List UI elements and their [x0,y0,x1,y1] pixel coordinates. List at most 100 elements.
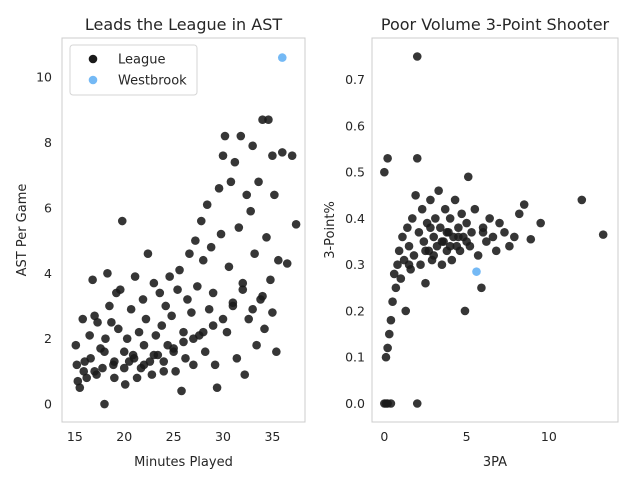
data-point [491,246,501,256]
plot-frame [371,37,619,423]
data-point [100,399,109,409]
data-point [175,265,184,275]
data-point [208,288,218,298]
x-tick-label: 0 [380,429,388,444]
y-tick-label: 0.0 [345,396,365,411]
data-point [246,206,255,216]
data-point [258,291,267,301]
data-point [202,200,212,209]
data-point [421,246,430,256]
data-point [80,357,90,366]
data-point [218,151,228,160]
data-point [254,177,263,187]
data-point [139,340,149,350]
data-point [149,350,159,360]
data-point [274,255,283,265]
data-point [414,228,424,237]
legend-marker-league [88,54,98,64]
data-point [416,260,425,269]
data-point [526,234,536,244]
data-point [129,353,139,363]
data-point [159,367,169,376]
data-point [411,191,420,200]
data-point [383,153,392,163]
data-point [505,241,514,251]
data-point [115,285,125,294]
data-point [426,195,435,205]
data-point [198,327,208,337]
data-point [277,53,287,62]
data-point [485,214,494,223]
data-point [119,347,129,357]
legend-label-league: League [118,53,165,68]
data-point [107,318,116,327]
data-point [185,249,194,258]
data-point [171,367,180,376]
data-point [71,340,81,350]
data-point [260,324,269,334]
data-point [248,141,257,151]
data-point [206,242,216,252]
data-point [277,148,287,157]
data-point [177,386,186,396]
data-point [72,360,82,370]
data-point [196,216,206,226]
data-point [266,275,275,285]
data-point [391,283,401,293]
data-point [577,195,587,205]
data-point [143,249,153,258]
data-point [193,282,202,291]
data-point [389,269,399,279]
data-point [500,228,509,237]
data-point [114,324,123,334]
data-point [403,223,412,232]
data-point [409,251,419,260]
data-point [282,259,292,268]
data-point [408,214,417,223]
chart-title: Leads the League in AST [85,15,282,34]
data-point [169,344,178,353]
x-tick-label: 35 [264,429,280,444]
data-point [404,241,414,251]
data-point [250,249,259,258]
data-point [454,232,463,242]
data-point [100,347,109,357]
data-point [218,314,228,324]
data-point [189,360,198,370]
plot-frame [61,37,306,423]
data-point [232,353,242,363]
data-point [90,311,99,321]
data-point [287,151,297,160]
data-point [224,262,234,272]
data-point [167,311,176,321]
data-point [179,337,188,347]
data-point [93,318,102,327]
data-point [147,370,157,379]
data-point [388,297,397,307]
data-point [386,315,396,325]
data-point [82,373,91,383]
x-tick-label: 30 [215,429,231,444]
y-tick-label: 0.7 [345,72,365,87]
y-tick-label: 0.6 [345,118,365,133]
data-point [270,190,279,200]
data-point [510,232,519,242]
data-point [248,304,257,314]
y-axis-label: AST Per Game [15,184,30,277]
data-point [447,255,457,265]
data-point [412,52,422,61]
data-point [90,367,99,376]
data-point [460,306,470,316]
series-league [71,115,301,409]
series-westbrook [472,267,481,276]
data-point [429,232,439,242]
chart-2: Poor Volume 3-Point Shooter 0 5 10 0.0 0.1 0.2… [323,15,619,470]
data-point [467,228,476,237]
data-point [214,184,224,193]
data-point [155,288,165,298]
data-point [134,327,144,337]
y-tick-label: 0.2 [345,303,365,318]
data-point [105,301,114,311]
data-point [398,232,407,242]
